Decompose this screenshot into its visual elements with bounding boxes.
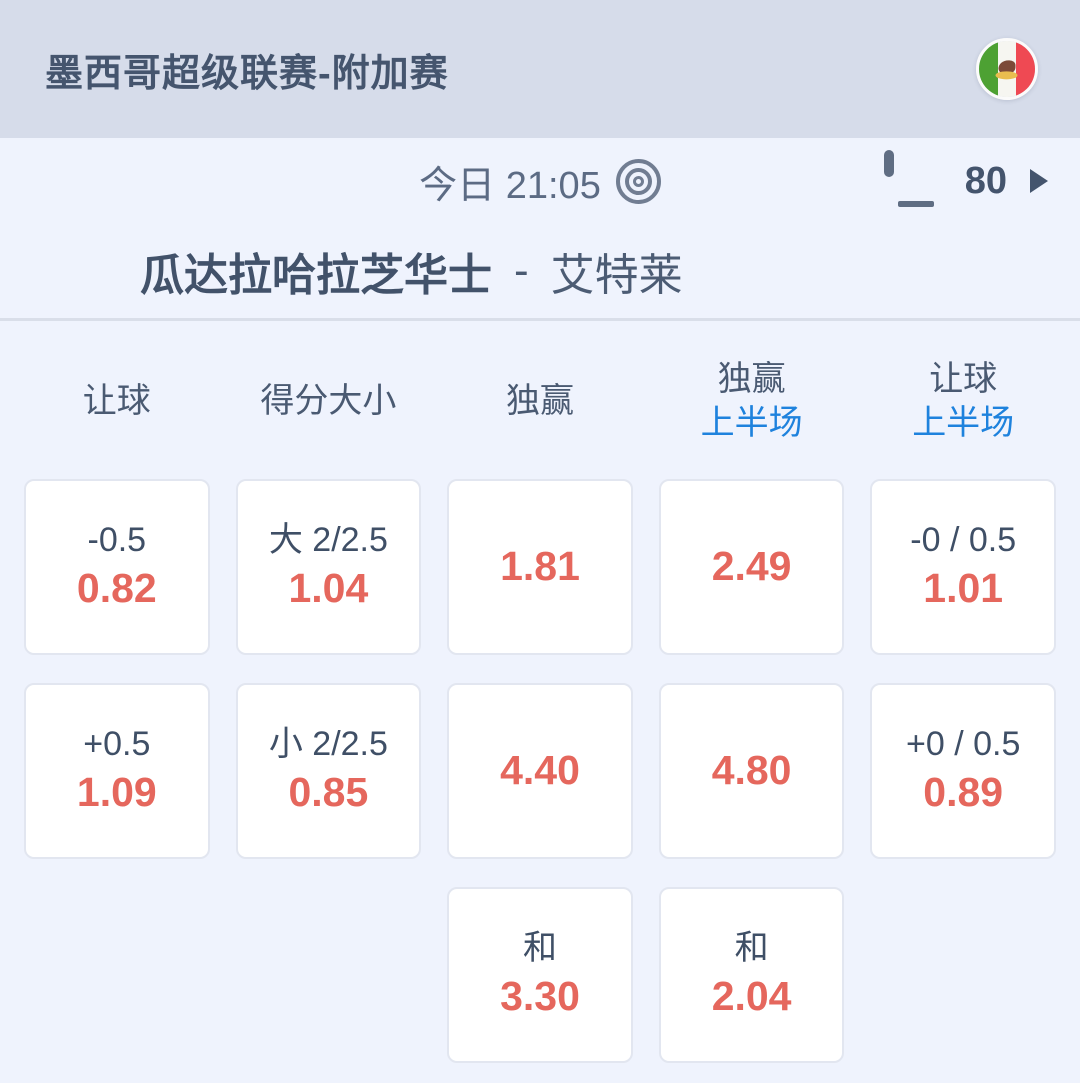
odds-row-3: 和 3.30 和 2.04 [0, 887, 1080, 1063]
flag-emblem [995, 60, 1018, 80]
flag-green-stripe [979, 41, 998, 97]
odds-line: 小 2/2.5 [268, 724, 388, 763]
odds-line: 和 [734, 928, 769, 967]
market-headers: 让球 得分大小 独赢 独赢 上半场 让球 上半场 [0, 321, 1080, 447]
odds-value: 0.82 [76, 565, 157, 612]
odds-value: 2.04 [711, 973, 792, 1020]
odds-cell-handicap-1h-home[interactable]: -0 / 0.5 1.01 [870, 479, 1056, 655]
odds-value: 1.09 [76, 769, 157, 816]
odds-row-2: +0.5 1.09 小 2/2.5 0.85 4.40 4.80 +0 / 0.… [0, 683, 1080, 859]
odds-cell-moneyline-home[interactable]: 1.81 [447, 479, 633, 655]
market-header-moneyline: 独赢 [447, 355, 633, 447]
mexico-flag-icon [976, 38, 1038, 100]
market-header-sublabel: 上半场 [700, 404, 803, 442]
league-title: 墨西哥超级联赛-附加赛 [45, 52, 449, 95]
market-header-handicap: 让球 [24, 355, 210, 447]
odds-line: +0 / 0.5 [906, 724, 1021, 763]
target-icon-dot [632, 175, 644, 187]
odds-value: 2.49 [711, 543, 792, 590]
tv-icon-stand [897, 201, 934, 207]
odds-cell-handicap-1h-away[interactable]: +0 / 0.5 0.89 [870, 683, 1056, 859]
odds-value: 0.89 [923, 769, 1004, 816]
match-time: 今日 21:05 [419, 164, 601, 207]
away-team-name: 艾特莱 [550, 251, 683, 300]
match-time-group: 今日 21:05 [419, 154, 661, 209]
chevron-right-icon [1030, 169, 1048, 193]
market-header-label: 独赢 [505, 382, 574, 420]
match-teams-row: 瓜达拉哈拉芝华士 - 艾特莱 [0, 224, 1080, 321]
odds-value: 0.85 [288, 769, 369, 816]
market-header-handicap-1h: 让球 上半场 [870, 355, 1056, 447]
odds-cell-handicap-away[interactable]: +0.5 1.09 [24, 683, 210, 859]
market-header-label: 让球 [82, 382, 151, 420]
tv-icon-screen [883, 150, 894, 177]
odds-cell-moneyline-1h-home[interactable]: 2.49 [658, 479, 845, 655]
home-team-name: 瓜达拉哈拉芝华士 [140, 251, 492, 300]
market-header-sublabel: 上半场 [912, 404, 1015, 442]
flag-red-stripe [1016, 41, 1035, 97]
odds-cell-handicap-home[interactable]: -0.5 0.82 [24, 479, 210, 655]
odds-row-1: -0.5 0.82 大 2/2.5 1.04 1.81 2.49 -0 / 0.… [0, 479, 1080, 655]
market-header-over-under: 得分大小 [236, 355, 422, 447]
odds-line: -0.5 [87, 520, 147, 559]
odds-value: 4.40 [500, 747, 580, 794]
odds-cell-moneyline-1h-draw[interactable]: 和 2.04 [658, 887, 845, 1063]
odds-line: -0 / 0.5 [910, 520, 1017, 559]
info-row: 今日 21:05 80 [0, 138, 1080, 224]
odds-cell-moneyline-1h-away[interactable]: 4.80 [658, 683, 845, 859]
odds-cell-moneyline-away[interactable]: 4.40 [447, 683, 633, 859]
odds-value: 1.01 [923, 565, 1004, 612]
odds-cell-over[interactable]: 大 2/2.5 1.04 [235, 479, 422, 655]
market-header-moneyline-1h: 独赢 上半场 [659, 355, 845, 447]
odds-line: 和 [522, 928, 557, 967]
odds-value: 1.04 [288, 565, 369, 612]
odds-value: 3.30 [500, 973, 580, 1020]
odds-line: 大 2/2.5 [268, 520, 388, 559]
target-icon [615, 158, 661, 204]
odds-line: +0.5 [83, 724, 151, 763]
odds-value: 1.81 [500, 543, 580, 590]
market-header-label: 让球 [929, 360, 998, 398]
odds-cell-under[interactable]: 小 2/2.5 0.85 [235, 683, 422, 859]
team-separator: - [514, 246, 529, 295]
title-bar: 墨西哥超级联赛-附加赛 [0, 0, 1080, 138]
market-header-label: 得分大小 [260, 382, 397, 420]
stream-link[interactable]: 80 [883, 150, 1048, 207]
stream-count: 80 [964, 159, 1007, 202]
odds-cell-moneyline-draw[interactable]: 和 3.30 [447, 887, 633, 1063]
tv-icon [883, 150, 948, 207]
odds-value: 4.80 [711, 747, 792, 794]
market-header-label: 独赢 [717, 360, 786, 398]
target-icon-mid-ring [624, 167, 652, 195]
